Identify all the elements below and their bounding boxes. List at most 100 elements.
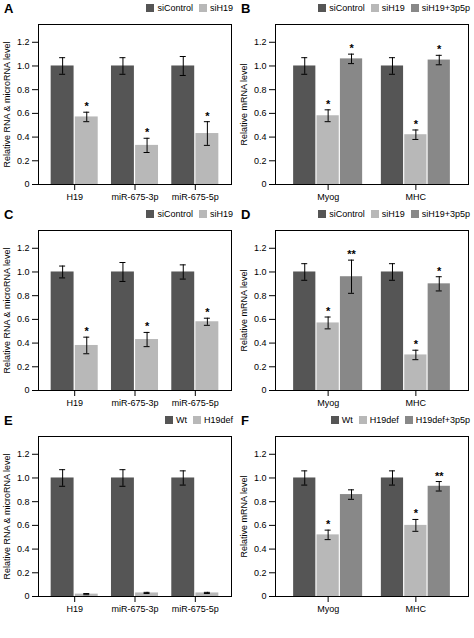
svg-text:Relative RNA & microRNA level: Relative RNA & microRNA level [2, 247, 12, 373]
svg-text:0.6: 0.6 [254, 108, 267, 118]
html-text:siControl: siControl [329, 209, 365, 219]
svg-text:1.2: 1.2 [17, 243, 30, 253]
svg-text:0.4: 0.4 [254, 338, 267, 348]
svg-text:0.8: 0.8 [17, 291, 30, 301]
svg-text:**: ** [435, 470, 444, 482]
svg-text:1.2: 1.2 [17, 37, 30, 47]
svg-text:0: 0 [24, 591, 29, 601]
svg-text:Myog: Myog [317, 398, 339, 408]
svg-text:MHC: MHC [406, 192, 427, 202]
svg-text:MHC: MHC [406, 604, 427, 614]
html-text:siH19: siH19 [210, 3, 233, 13]
svg-text:miR-675-3p: miR-675-3p [111, 192, 158, 202]
svg-text:MHC: MHC [406, 398, 427, 408]
svg-text:0.2: 0.2 [17, 362, 30, 372]
svg-text:*: * [326, 305, 331, 317]
svg-text:miR-675-5p: miR-675-5p [172, 398, 219, 408]
html-text:B: B [241, 0, 251, 16]
svg-text:miR-675-3p: miR-675-3p [111, 398, 158, 408]
svg-text:miR-675-5p: miR-675-5p [172, 192, 219, 202]
svg-text:0.4: 0.4 [254, 544, 267, 554]
svg-text:0.8: 0.8 [17, 85, 30, 95]
svg-text:0.6: 0.6 [254, 520, 267, 530]
svg-text:0.2: 0.2 [254, 156, 267, 166]
svg-text:1.0: 1.0 [17, 61, 30, 71]
html-text:Wt: Wt [341, 415, 353, 425]
svg-text:*: * [145, 320, 150, 332]
svg-text:0.8: 0.8 [254, 497, 267, 507]
svg-text:0.2: 0.2 [254, 362, 267, 372]
svg-text:*: * [85, 325, 90, 337]
svg-text:Myog: Myog [317, 604, 339, 614]
svg-text:*: * [437, 43, 442, 55]
svg-text:0: 0 [261, 385, 266, 395]
html-text:siControl: siControl [157, 209, 193, 219]
svg-text:0.8: 0.8 [254, 85, 267, 95]
svg-text:0.6: 0.6 [254, 314, 267, 324]
html-text:A: A [4, 0, 14, 16]
svg-text:1.0: 1.0 [254, 473, 267, 483]
svg-text:H19: H19 [66, 192, 83, 202]
svg-text:0.4: 0.4 [254, 132, 267, 142]
svg-text:*: * [326, 98, 331, 110]
svg-text:Relative mRNA level: Relative mRNA level [239, 475, 249, 557]
svg-text:*: * [205, 306, 210, 318]
html-text:siH19: siH19 [381, 3, 405, 13]
svg-text:*: * [414, 338, 419, 350]
html-text:H19def: H19def [204, 415, 233, 425]
svg-text:0.2: 0.2 [17, 156, 30, 166]
svg-text:0.2: 0.2 [17, 568, 30, 578]
html-text:siH19+3p5p: siH19+3p5p [421, 209, 470, 219]
svg-text:*: * [145, 126, 150, 138]
svg-text:0: 0 [24, 385, 29, 395]
svg-text:1.2: 1.2 [254, 449, 267, 459]
svg-text:*: * [437, 265, 442, 277]
svg-text:0.4: 0.4 [17, 544, 30, 554]
html-text:siH19: siH19 [210, 209, 233, 219]
svg-text:1.2: 1.2 [254, 243, 267, 253]
html-text:E: E [4, 412, 13, 428]
html-text:H19def+3p5p: H19def+3p5p [415, 415, 470, 425]
svg-text:0.2: 0.2 [254, 568, 267, 578]
svg-text:1.0: 1.0 [17, 473, 30, 483]
svg-text:1.2: 1.2 [17, 449, 30, 459]
svg-text:*: * [349, 42, 354, 54]
svg-text:1.2: 1.2 [254, 37, 267, 47]
svg-text:Relative mRNA level: Relative mRNA level [239, 63, 249, 145]
svg-text:Relative mRNA level: Relative mRNA level [239, 269, 249, 351]
svg-text:*: * [414, 118, 419, 130]
svg-text:0.6: 0.6 [17, 314, 30, 324]
svg-text:*: * [85, 100, 90, 112]
svg-text:0.4: 0.4 [17, 132, 30, 142]
html-text:H19def: H19def [369, 415, 399, 425]
svg-text:miR-675-3p: miR-675-3p [111, 604, 158, 614]
html-text:Wt: Wt [176, 415, 187, 425]
html-text:C: C [4, 206, 14, 222]
svg-text:Relative RNA & microRNA level: Relative RNA & microRNA level [2, 453, 12, 579]
svg-text:0.6: 0.6 [17, 108, 30, 118]
html-text:siH19+3p5p: siH19+3p5p [421, 3, 470, 13]
svg-text:Relative RNA & microRNA level: Relative RNA & microRNA level [2, 41, 12, 167]
svg-text:1.0: 1.0 [254, 267, 267, 277]
svg-text:miR-675-5p: miR-675-5p [172, 604, 219, 614]
html-text:siControl: siControl [329, 3, 365, 13]
svg-text:*: * [326, 518, 331, 530]
svg-text:0.4: 0.4 [17, 338, 30, 348]
svg-text:1.0: 1.0 [254, 61, 267, 71]
svg-text:H19: H19 [66, 604, 83, 614]
svg-text:H19: H19 [66, 398, 83, 408]
svg-text:**: ** [347, 248, 356, 260]
svg-text:0: 0 [261, 179, 266, 189]
svg-text:1.0: 1.0 [17, 267, 30, 277]
svg-text:0.6: 0.6 [17, 520, 30, 530]
html-text:siH19: siH19 [381, 209, 405, 219]
html-text:D: D [241, 206, 251, 222]
svg-text:Myog: Myog [317, 192, 339, 202]
svg-text:0: 0 [261, 591, 266, 601]
svg-text:*: * [414, 507, 419, 519]
svg-text:0: 0 [24, 179, 29, 189]
svg-text:*: * [205, 110, 210, 122]
svg-text:0.8: 0.8 [17, 497, 30, 507]
html-text:siControl: siControl [157, 3, 193, 13]
svg-text:0.8: 0.8 [254, 291, 267, 301]
